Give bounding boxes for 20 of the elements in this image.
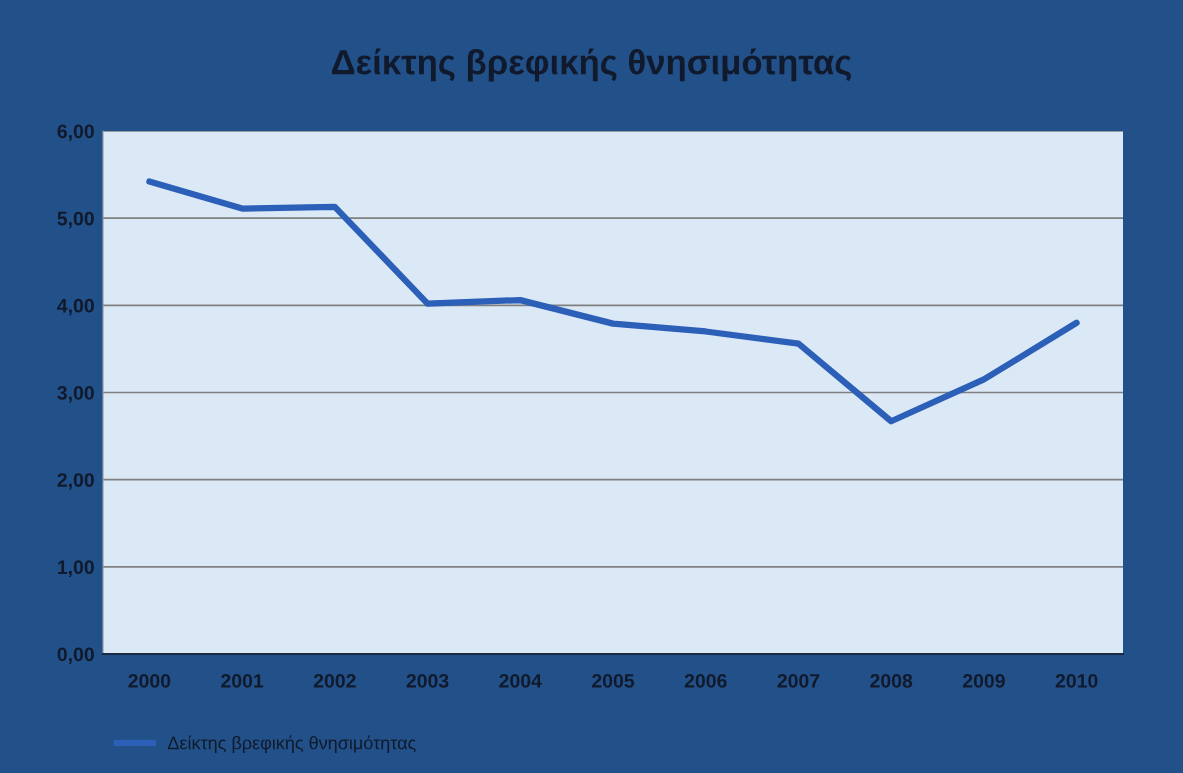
x-tick-label: 2005 [592, 673, 635, 688]
x-tick-label: 2003 [406, 673, 449, 688]
x-tick-label: 2008 [870, 673, 913, 688]
x-tick-label: 2007 [777, 673, 820, 688]
y-tick-label: 1,00 [58, 560, 94, 577]
x-tick-label: 2006 [684, 673, 727, 688]
y-tick-label: 0,00 [57, 647, 94, 665]
y-tick-label: 2,00 [57, 473, 94, 490]
y-tick-label: 6,00 [57, 124, 94, 142]
chart-title: Δείκτης βρεφικής θνησιμότητας [332, 48, 851, 82]
x-tick-label: 2009 [962, 673, 1005, 688]
x-tick-label: 2010 [1055, 673, 1098, 688]
x-tick-label: 2000 [128, 673, 171, 688]
y-tick-label: 3,00 [57, 385, 94, 403]
x-tick-label: 2002 [313, 673, 356, 688]
legend-label: Δείκτης βρεφικής θνησιμότητας [167, 735, 416, 753]
y-tick-label: 5,00 [57, 211, 94, 229]
y-tick-label: 4,00 [57, 298, 94, 316]
x-tick-label: 2004 [499, 673, 542, 688]
x-tick-label: 2001 [221, 673, 264, 688]
